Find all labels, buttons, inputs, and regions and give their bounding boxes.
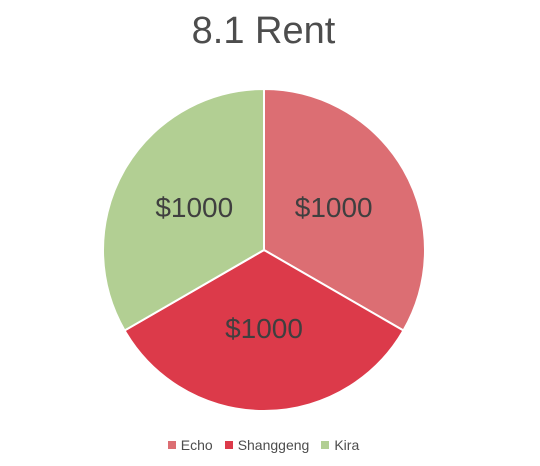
data-label-shanggeng: $1000: [225, 313, 303, 344]
data-label-kira: $1000: [155, 192, 233, 223]
legend-swatch: [167, 441, 176, 449]
legend-item-echo: Echo: [167, 437, 213, 453]
legend-label: Echo: [180, 437, 213, 453]
data-label-echo: $1000: [295, 192, 373, 223]
legend-label: Shanggeng: [237, 437, 310, 453]
legend: Echo Shanggeng Kira: [0, 437, 527, 453]
legend-item-kira: Kira: [321, 437, 359, 453]
pie-slice-echo: [263, 87, 426, 332]
legend-item-shanggeng: Shanggeng: [224, 437, 310, 453]
pie-chart: $1000 $1000 $1000: [102, 87, 426, 412]
pie-slices: [102, 87, 426, 412]
pie-labels: $1000 $1000 $1000: [155, 192, 372, 344]
chart-title: 8.1 Rent: [191, 10, 336, 52]
legend-swatch: [321, 441, 330, 449]
legend-label: Kira: [334, 437, 360, 453]
legend-swatch: [224, 441, 233, 449]
pie-slice-kira: [102, 87, 265, 332]
